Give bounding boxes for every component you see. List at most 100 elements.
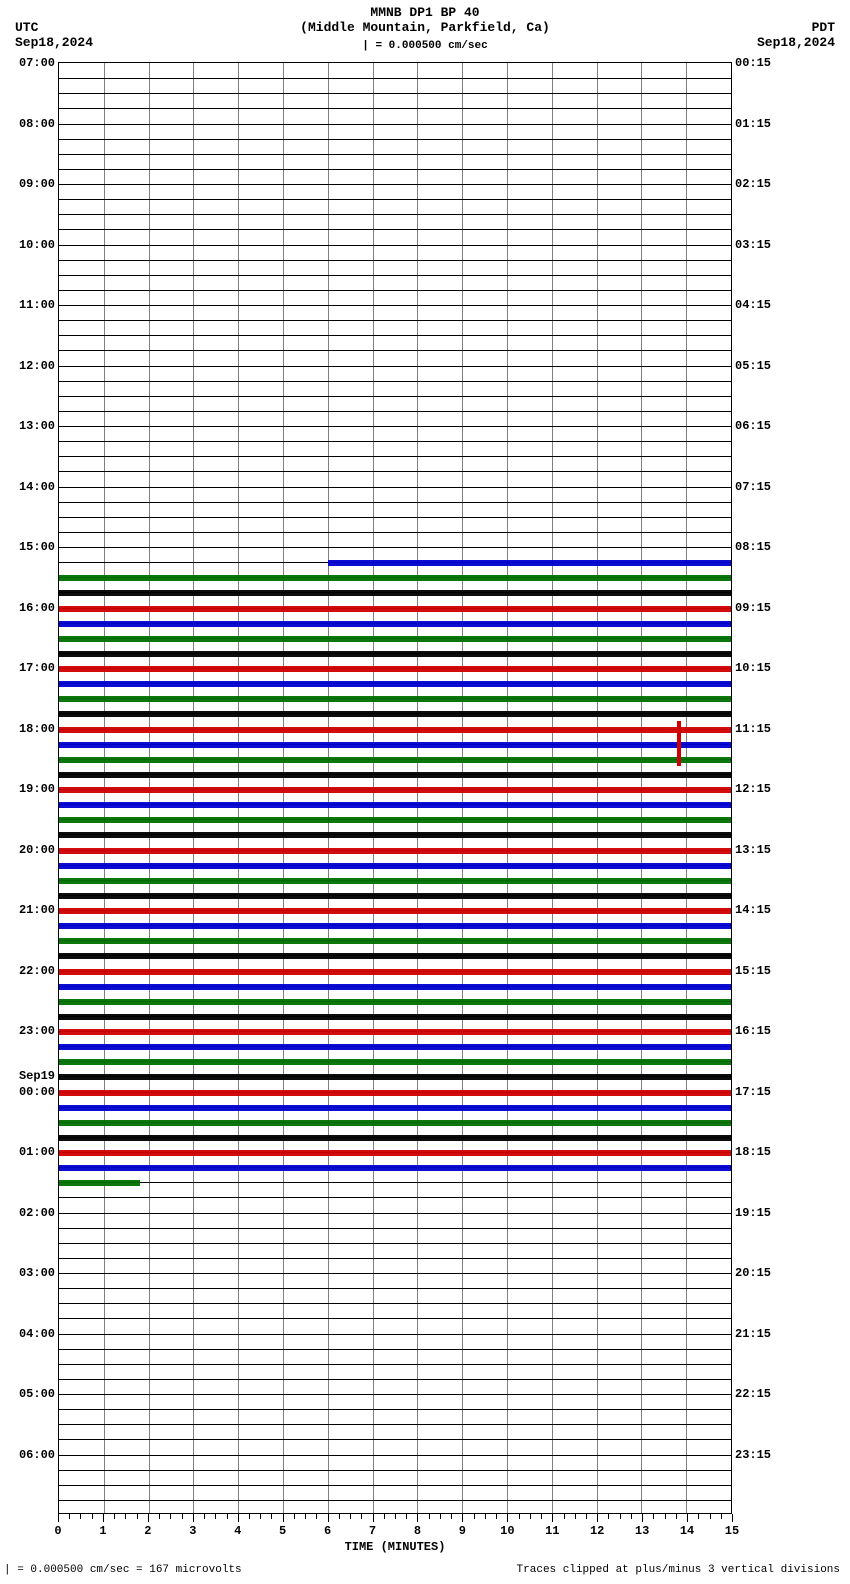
pdt-hour-label: 06:15 bbox=[735, 419, 771, 433]
horizontal-gridline bbox=[59, 108, 731, 109]
x-tick bbox=[328, 1514, 329, 1522]
horizontal-gridline bbox=[59, 1364, 731, 1365]
x-minor-tick bbox=[631, 1514, 632, 1519]
pdt-hour-label: 09:15 bbox=[735, 601, 771, 615]
seismic-trace bbox=[59, 1044, 731, 1050]
pdt-hour-label: 03:15 bbox=[735, 238, 771, 252]
horizontal-gridline bbox=[59, 139, 731, 140]
x-tick-label: 7 bbox=[369, 1524, 376, 1538]
x-minor-tick bbox=[485, 1514, 486, 1519]
horizontal-gridline bbox=[59, 411, 731, 412]
horizontal-gridline bbox=[59, 1470, 731, 1471]
horizontal-gridline bbox=[59, 1379, 731, 1380]
horizontal-gridline bbox=[59, 169, 731, 170]
utc-hour-label: 19:00 bbox=[19, 782, 55, 796]
footer-right: Traces clipped at plus/minus 3 vertical … bbox=[517, 1564, 840, 1576]
horizontal-gridline bbox=[59, 396, 731, 397]
x-tick-label: 4 bbox=[234, 1524, 241, 1538]
pdt-hour-label: 20:15 bbox=[735, 1266, 771, 1280]
x-minor-tick bbox=[710, 1514, 711, 1519]
horizontal-gridline bbox=[59, 1303, 731, 1304]
seismic-trace bbox=[59, 817, 731, 823]
x-minor-tick bbox=[271, 1514, 272, 1519]
utc-hour-label: 09:00 bbox=[19, 177, 55, 191]
x-minor-tick bbox=[294, 1514, 295, 1519]
x-minor-tick bbox=[305, 1514, 306, 1519]
pdt-hour-label: 13:15 bbox=[735, 843, 771, 857]
horizontal-gridline bbox=[59, 335, 731, 336]
seismic-trace bbox=[59, 984, 731, 990]
x-minor-tick bbox=[474, 1514, 475, 1519]
utc-hour-label: 16:00 bbox=[19, 601, 55, 615]
seismic-trace bbox=[59, 908, 731, 914]
pdt-hour-label: 23:15 bbox=[735, 1448, 771, 1462]
x-tick-label: 9 bbox=[459, 1524, 466, 1538]
horizontal-gridline bbox=[59, 1424, 731, 1425]
horizontal-gridline bbox=[59, 1455, 731, 1456]
x-minor-tick bbox=[182, 1514, 183, 1519]
timezone-left: UTC Sep18,2024 bbox=[15, 20, 93, 50]
horizontal-gridline bbox=[59, 1349, 731, 1350]
horizontal-gridline bbox=[59, 320, 731, 321]
utc-hour-label: 11:00 bbox=[19, 298, 55, 312]
utc-hour-label: 08:00 bbox=[19, 117, 55, 131]
horizontal-gridline bbox=[59, 1485, 731, 1486]
utc-hour-label: 12:00 bbox=[19, 359, 55, 373]
x-axis-title: TIME (MINUTES) bbox=[58, 1540, 732, 1554]
pdt-hour-label: 04:15 bbox=[735, 298, 771, 312]
seismic-trace bbox=[59, 1090, 731, 1096]
pdt-hour-label: 15:15 bbox=[735, 964, 771, 978]
tz-right-name: PDT bbox=[757, 20, 835, 35]
seismic-trace bbox=[59, 742, 731, 748]
horizontal-gridline bbox=[59, 471, 731, 472]
seismic-trace bbox=[59, 923, 731, 929]
x-tick bbox=[642, 1514, 643, 1522]
seismic-trace bbox=[59, 938, 731, 944]
pdt-hour-label: 11:15 bbox=[735, 722, 771, 736]
horizontal-gridline bbox=[59, 381, 731, 382]
x-minor-tick bbox=[92, 1514, 93, 1519]
seismic-trace bbox=[59, 953, 731, 959]
x-axis: TIME (MINUTES) 0123456789101112131415 bbox=[58, 1514, 732, 1564]
seismic-trace bbox=[59, 848, 731, 854]
seismic-trace bbox=[59, 1074, 731, 1080]
utc-hour-label: 14:00 bbox=[19, 480, 55, 494]
footer-left: | = 0.000500 cm/sec = 167 microvolts bbox=[4, 1564, 242, 1576]
x-minor-tick bbox=[80, 1514, 81, 1519]
horizontal-gridline bbox=[59, 78, 731, 79]
seismic-trace bbox=[59, 1150, 731, 1156]
horizontal-gridline bbox=[59, 124, 731, 125]
seismic-trace bbox=[59, 575, 731, 581]
pdt-hour-label: 17:15 bbox=[735, 1085, 771, 1099]
horizontal-gridline bbox=[59, 456, 731, 457]
utc-hour-label: 22:00 bbox=[19, 964, 55, 978]
utc-hour-label: 10:00 bbox=[19, 238, 55, 252]
x-tick-label: 11 bbox=[545, 1524, 559, 1538]
utc-hour-label: 04:00 bbox=[19, 1327, 55, 1341]
x-tick-label: 0 bbox=[54, 1524, 61, 1538]
horizontal-gridline bbox=[59, 290, 731, 291]
x-minor-tick bbox=[350, 1514, 351, 1519]
x-minor-tick bbox=[204, 1514, 205, 1519]
x-tick-label: 5 bbox=[279, 1524, 286, 1538]
horizontal-gridline bbox=[59, 441, 731, 442]
tz-left-date: Sep18,2024 bbox=[15, 35, 93, 50]
seismic-event-spike bbox=[677, 721, 681, 766]
x-minor-tick bbox=[519, 1514, 520, 1519]
pdt-hour-label: 02:15 bbox=[735, 177, 771, 191]
seismic-trace bbox=[59, 1180, 140, 1186]
x-minor-tick bbox=[316, 1514, 317, 1519]
seismic-trace bbox=[59, 606, 731, 612]
seismic-trace bbox=[59, 878, 731, 884]
utc-hour-label: 05:00 bbox=[19, 1387, 55, 1401]
pdt-hour-label: 10:15 bbox=[735, 661, 771, 675]
horizontal-gridline bbox=[59, 532, 731, 533]
horizontal-gridline bbox=[59, 517, 731, 518]
x-tick bbox=[148, 1514, 149, 1522]
utc-hour-label: 01:00 bbox=[19, 1145, 55, 1159]
x-tick-label: 2 bbox=[144, 1524, 151, 1538]
seismic-trace bbox=[59, 1059, 731, 1065]
seismic-trace bbox=[59, 1014, 731, 1020]
x-minor-tick bbox=[451, 1514, 452, 1519]
seismic-trace bbox=[59, 1135, 731, 1141]
